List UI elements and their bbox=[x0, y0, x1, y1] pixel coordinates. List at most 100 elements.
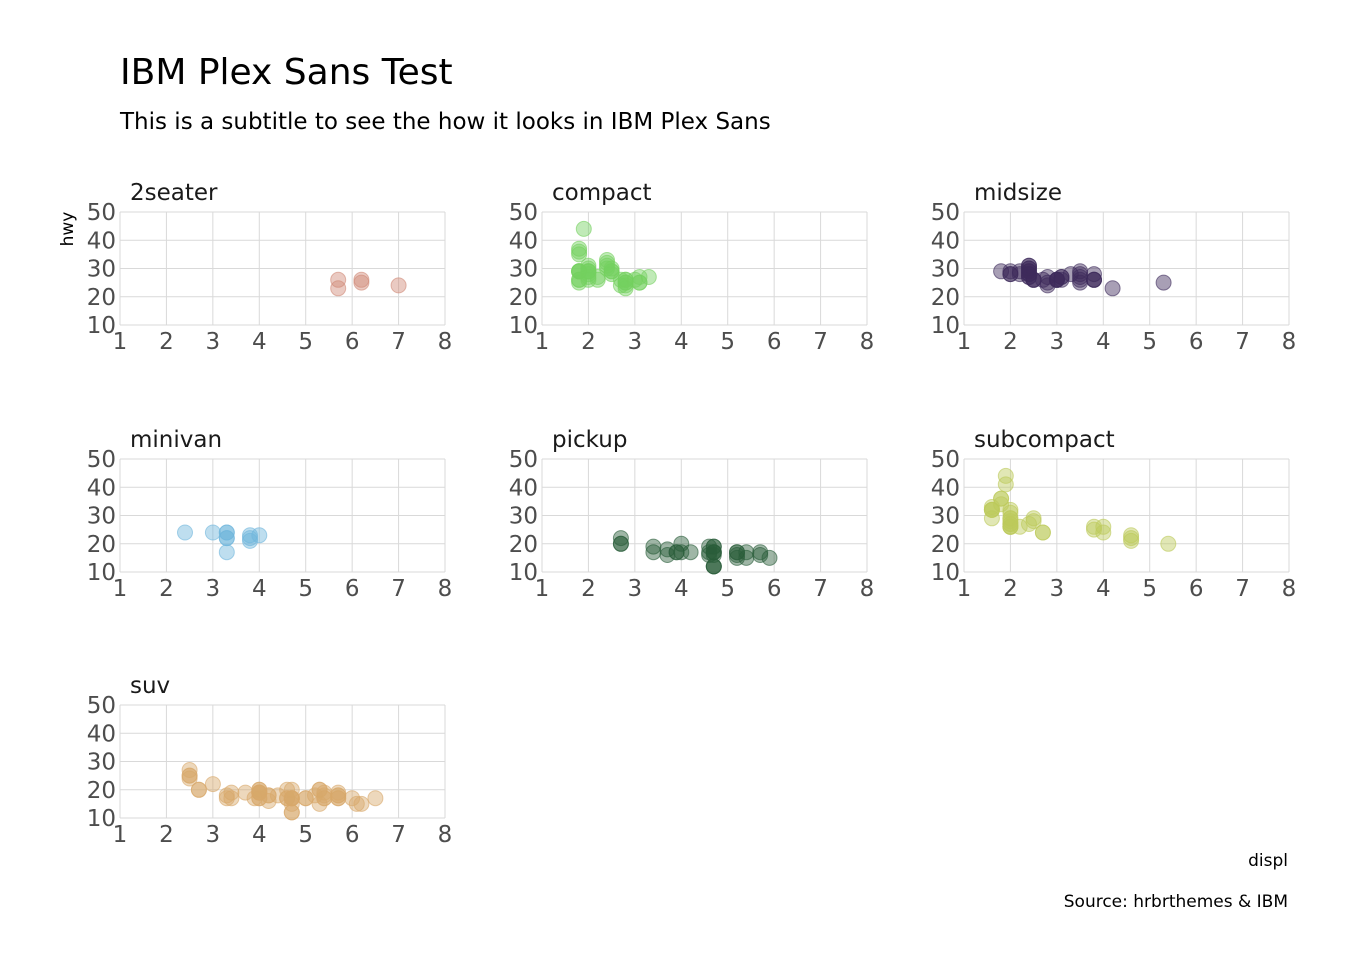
data-point bbox=[612, 277, 629, 294]
y-tick-label: 50 bbox=[87, 200, 116, 226]
x-tick-label: 1 bbox=[113, 822, 128, 848]
data-point bbox=[631, 269, 648, 285]
data-point bbox=[993, 490, 1010, 507]
y-tick-label: 30 bbox=[509, 504, 538, 530]
data-point bbox=[668, 544, 685, 561]
data-point bbox=[752, 544, 769, 561]
x-tick-label: 6 bbox=[1189, 329, 1204, 355]
data-point bbox=[738, 544, 755, 561]
y-tick-label: 50 bbox=[931, 200, 960, 226]
x-tick-label: 1 bbox=[957, 329, 972, 355]
x-tick-label: 2 bbox=[581, 576, 596, 602]
data-point bbox=[269, 787, 286, 804]
y-tick-label: 10 bbox=[87, 313, 116, 339]
y-tick-label: 50 bbox=[87, 447, 116, 473]
data-point bbox=[761, 549, 778, 566]
data-point bbox=[307, 787, 323, 804]
data-point bbox=[738, 549, 755, 566]
data-point bbox=[997, 476, 1014, 493]
data-point bbox=[1034, 524, 1051, 541]
panel-title: pickup bbox=[552, 427, 627, 453]
x-tick-label: 7 bbox=[1235, 329, 1250, 355]
data-point bbox=[260, 793, 277, 809]
data-point bbox=[612, 271, 629, 288]
x-tick-label: 4 bbox=[1096, 329, 1111, 355]
y-tick-label: 30 bbox=[931, 504, 960, 530]
data-point bbox=[571, 240, 588, 257]
data-point bbox=[571, 246, 588, 263]
data-point bbox=[1011, 518, 1028, 535]
x-tick-label: 3 bbox=[628, 576, 643, 602]
data-point bbox=[330, 271, 347, 288]
data-point bbox=[659, 547, 676, 563]
source-caption: Source: hrbrthemes & IBM bbox=[1064, 892, 1288, 912]
data-point bbox=[1011, 263, 1028, 280]
y-tick-label: 30 bbox=[87, 504, 116, 530]
x-tick-label: 2 bbox=[581, 329, 596, 355]
chart-title: IBM Plex Sans Test bbox=[120, 52, 453, 93]
data-point bbox=[701, 538, 718, 555]
x-tick-label: 6 bbox=[345, 329, 360, 355]
data-point bbox=[283, 781, 300, 798]
data-point bbox=[237, 784, 254, 801]
data-point bbox=[575, 220, 592, 237]
x-tick-label: 2 bbox=[159, 576, 174, 602]
y-tick-label: 30 bbox=[87, 257, 116, 283]
x-tick-label: 8 bbox=[438, 576, 453, 602]
panel-title: midsize bbox=[974, 180, 1062, 206]
x-tick-label: 4 bbox=[674, 329, 689, 355]
data-point bbox=[603, 260, 620, 277]
x-tick-label: 8 bbox=[1282, 329, 1297, 355]
data-point bbox=[204, 776, 221, 793]
data-point bbox=[1034, 271, 1051, 288]
data-point bbox=[1048, 271, 1065, 288]
x-tick-label: 3 bbox=[1050, 576, 1065, 602]
x-tick-label: 1 bbox=[113, 576, 128, 602]
data-point bbox=[580, 263, 597, 280]
data-point bbox=[1104, 280, 1121, 297]
x-tick-label: 8 bbox=[438, 822, 453, 848]
data-point bbox=[177, 524, 193, 541]
data-point bbox=[983, 510, 1000, 527]
x-tick-label: 3 bbox=[206, 329, 221, 355]
y-tick-label: 20 bbox=[87, 285, 116, 311]
panel-title: suv bbox=[130, 673, 170, 699]
x-tick-label: 7 bbox=[813, 329, 828, 355]
x-tick-label: 7 bbox=[1235, 576, 1250, 602]
x-tick-label: 8 bbox=[860, 329, 875, 355]
y-tick-label: 40 bbox=[509, 228, 538, 254]
data-point bbox=[1095, 524, 1112, 541]
x-tick-label: 8 bbox=[438, 329, 453, 355]
data-point bbox=[330, 280, 347, 297]
chart-subtitle: This is a subtitle to see the how it loo… bbox=[120, 109, 771, 135]
data-point bbox=[1072, 271, 1089, 288]
data-point bbox=[997, 467, 1014, 484]
data-point bbox=[993, 263, 1010, 280]
y-tick-label: 10 bbox=[509, 313, 538, 339]
x-tick-label: 5 bbox=[1142, 576, 1157, 602]
y-tick-label: 40 bbox=[931, 228, 960, 254]
data-point bbox=[218, 544, 235, 561]
data-point bbox=[1123, 530, 1140, 547]
x-tick-label: 5 bbox=[720, 329, 735, 355]
x-tick-label: 5 bbox=[298, 576, 313, 602]
x-tick-label: 5 bbox=[298, 329, 313, 355]
data-point bbox=[1155, 274, 1172, 291]
data-point bbox=[353, 795, 370, 812]
data-point bbox=[330, 784, 347, 801]
x-tick-label: 6 bbox=[345, 576, 360, 602]
panel-title: compact bbox=[552, 180, 651, 206]
data-point bbox=[1086, 271, 1102, 288]
y-tick-label: 20 bbox=[931, 285, 960, 311]
x-tick-label: 1 bbox=[535, 576, 550, 602]
data-point bbox=[659, 541, 676, 558]
x-tick-label: 7 bbox=[391, 576, 406, 602]
data-point bbox=[612, 530, 629, 547]
x-tick-label: 6 bbox=[1189, 576, 1204, 602]
